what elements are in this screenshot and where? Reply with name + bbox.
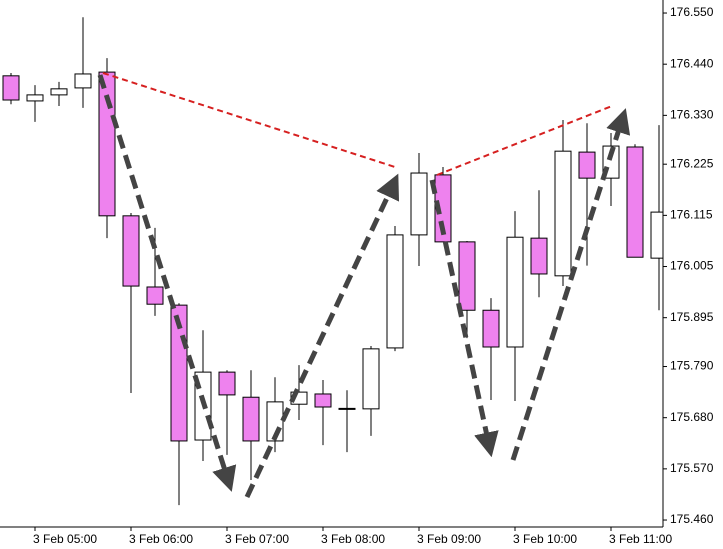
- candle-body: [2, 75, 20, 101]
- candle-body: [314, 393, 332, 408]
- x-tick-label: 3 Feb 07:00: [225, 532, 289, 546]
- candle-body: [386, 234, 404, 349]
- candle-body: [650, 211, 663, 259]
- candle-body: [338, 407, 356, 410]
- candle-body: [98, 71, 116, 217]
- x-tick-label: 3 Feb 09:00: [417, 532, 481, 546]
- x-tick-label: 3 Feb 10:00: [513, 532, 577, 546]
- candle-body: [50, 88, 68, 96]
- y-tick-label: 176.550: [670, 5, 714, 19]
- candle-body: [122, 215, 140, 287]
- y-tick-label: 176.330: [670, 108, 714, 122]
- y-tick-label: 176.005: [670, 259, 714, 273]
- candle-body: [362, 348, 380, 410]
- candle-body: [626, 146, 644, 258]
- y-tick-label: 175.680: [670, 410, 714, 424]
- x-tick-label: 3 Feb 06:00: [129, 532, 193, 546]
- y-tick-label: 176.225: [670, 156, 714, 170]
- candle-body: [578, 151, 596, 179]
- candle-body: [242, 396, 260, 442]
- candle-body: [458, 241, 476, 311]
- arrow: [244, 173, 400, 499]
- y-tick-label: 175.790: [670, 359, 714, 373]
- y-tick-label: 176.440: [670, 56, 714, 70]
- trend-line: [102, 72, 396, 168]
- x-tick-label: 3 Feb 08:00: [321, 532, 385, 546]
- y-tick-label: 175.570: [670, 461, 714, 475]
- plot-area: [2, 17, 663, 506]
- candle-body: [482, 309, 500, 348]
- trend-line: [436, 105, 613, 176]
- y-tick-label: 175.460: [670, 512, 714, 526]
- annotations: [97, 72, 631, 499]
- y-tick-label: 176.115: [670, 208, 713, 222]
- candle-body: [74, 73, 92, 89]
- candle-body: [530, 237, 548, 275]
- candle-body: [506, 236, 524, 348]
- y-tick-label: 175.895: [670, 310, 714, 324]
- candle-body: [410, 172, 428, 236]
- arrow: [510, 108, 631, 461]
- candle-body: [26, 94, 44, 102]
- candle-body: [146, 286, 164, 305]
- candle-body: [218, 371, 236, 396]
- arrow: [97, 74, 237, 492]
- candle-body: [554, 150, 572, 277]
- x-tick-label: 3 Feb 05:00: [33, 532, 97, 546]
- arrow: [429, 179, 499, 458]
- x-tick-label: 3 Feb 11:00: [609, 532, 672, 546]
- candle-body: [434, 174, 452, 243]
